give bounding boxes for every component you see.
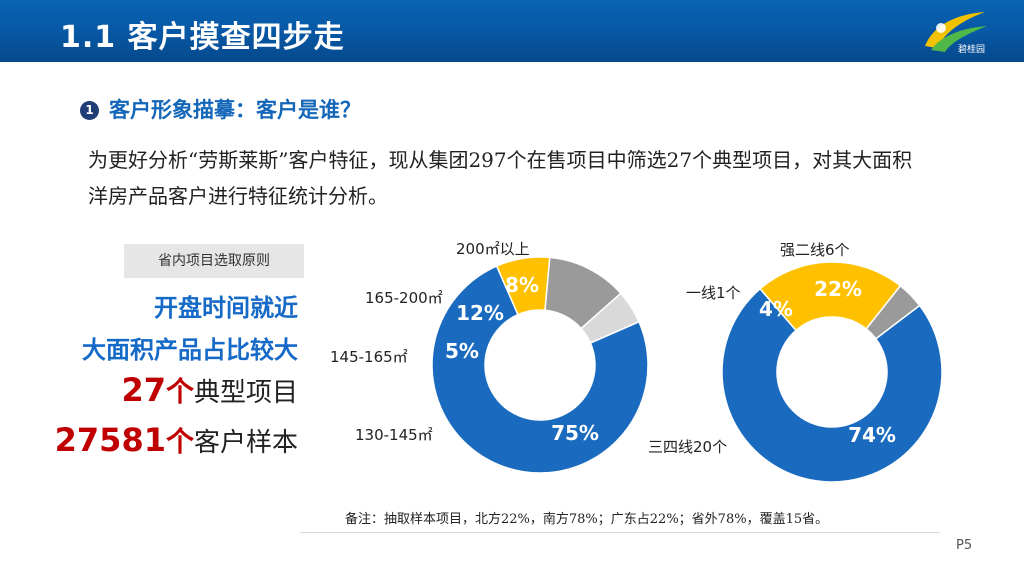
divider (300, 532, 940, 533)
slice-value-1-1: 4% (759, 297, 793, 321)
slice-label-0-3: 200㎡以上 (456, 240, 530, 258)
intro-paragraph: 为更好分析“劳斯莱斯”客户特征，现从集团297个在售项目中筛选27个典型项目，对… (88, 148, 913, 208)
logo-icon (925, 12, 987, 52)
slice-label-0-0: 130-145㎡ (355, 426, 433, 444)
chart-title-0: 面积区间 (496, 355, 584, 380)
slice-label-1-1: 一线1个 (686, 284, 741, 302)
header-bar: 1.1 客户摸查四步走 碧桂园 (0, 0, 1024, 62)
slice-value-1-2: 22% (814, 277, 862, 301)
principle-box: 省内项目选取原则 (124, 244, 304, 278)
slice-value-1-0: 74% (848, 423, 896, 447)
section-heading: 1 客户形象描摹：客户是谁？ (80, 94, 361, 124)
slice-value-0-2: 12% (456, 301, 504, 325)
slice-value-0-0: 75% (551, 421, 599, 445)
rule-large-area: 大面积产品占比较大 (82, 336, 298, 364)
footnote: 备注：抽取样本项目，北方22%，南方78%；广东占22%；省外78%，覆盖15省… (345, 512, 829, 527)
logo-text: 碧桂园 (958, 45, 986, 55)
slice-label-1-2: 强二线6个 (780, 241, 850, 259)
chart-title-1: 城市样本 (788, 363, 876, 389)
section-title: 客户形象描摹：客户是谁？ (109, 98, 361, 122)
projects-count: 27个典型项目 (121, 370, 298, 410)
slice-value-0-3: 8% (505, 273, 539, 297)
slice-label-0-1: 145-165㎡ (330, 348, 408, 366)
slice-1-0 (721, 287, 943, 483)
slice-0-3 (495, 256, 551, 316)
slice-label-1-0: 三四线20个 (648, 438, 727, 456)
section-number-icon: 1 (80, 101, 99, 120)
slice-0-0 (431, 265, 649, 474)
samples-label: 客户样本 (193, 428, 298, 458)
projects-value: 27 (121, 371, 166, 409)
projects-label: 典型项目 (193, 378, 298, 408)
samples-value: 27581 (54, 421, 166, 459)
slice-1-2 (759, 261, 902, 332)
page-number: P5 (956, 538, 973, 553)
slice-value-0-1: 5% (445, 339, 479, 363)
samples-unit: 个 (165, 425, 194, 458)
page-title: 1.1 客户摸查四步走 (60, 20, 345, 55)
rule-recent-opening: 开盘时间就近 (154, 294, 298, 322)
samples-count: 27581个客户样本 (55, 420, 298, 460)
projects-unit: 个 (165, 375, 194, 408)
slice-label-0-2: 165-200㎡ (365, 289, 443, 307)
